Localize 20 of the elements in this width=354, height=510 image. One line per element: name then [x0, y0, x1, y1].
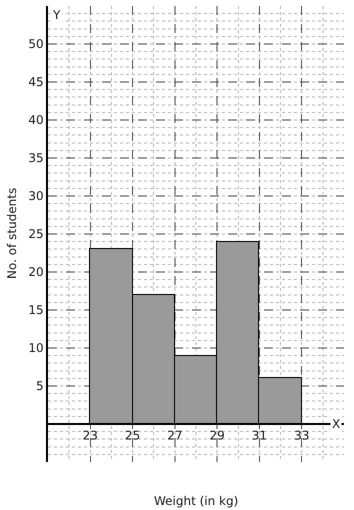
y-tick-label: 10: [28, 341, 44, 356]
x-tick-label: 31: [252, 428, 268, 442]
x-tick-label: 23: [82, 428, 98, 442]
y-tick-label: 50: [28, 37, 44, 52]
x-tick-label: 27: [167, 428, 182, 442]
y-axis-title: No. of students: [5, 188, 19, 279]
y-tick-label: 35: [28, 151, 44, 166]
y-tick-label: 25: [28, 227, 44, 242]
x-tick-label: 33: [294, 428, 310, 442]
y-tick-label: 45: [28, 75, 44, 90]
y-tick-label: 5: [36, 379, 44, 394]
y-tick-label: 15: [28, 303, 44, 318]
y-tick-label: 30: [28, 189, 44, 204]
annotation: Y: [52, 8, 61, 22]
x-axis-title: Weight (in kg): [154, 494, 238, 508]
x-tick-label: 25: [124, 428, 140, 442]
annotation: X: [332, 417, 340, 431]
y-tick-label: 20: [28, 265, 44, 280]
x-tick-label: 29: [210, 428, 225, 442]
y-tick-label: 40: [28, 113, 44, 128]
